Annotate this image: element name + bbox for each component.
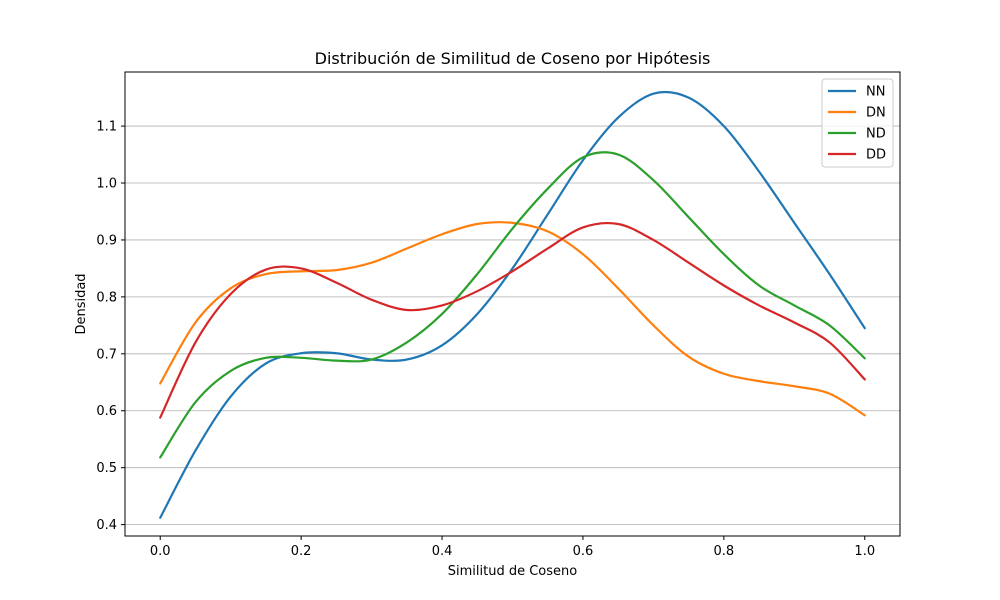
y-tick-label: 1.1: [96, 120, 117, 135]
y-tick-label: 0.4: [96, 518, 117, 533]
y-tick-label: 0.8: [96, 290, 117, 305]
legend-label-dn: DN: [866, 106, 886, 121]
series-line-nd: [159, 151, 866, 459]
y-axis-ticks: 0.4 0.5 0.6 0.7 0.8 0.9 1.0 1.1: [96, 120, 125, 533]
x-tick-label: 0.0: [150, 544, 171, 559]
y-axis-label: Densidad: [74, 273, 89, 334]
y-tick-label: 1.0: [96, 177, 117, 192]
y-tick-label: 0.9: [96, 233, 117, 248]
legend: NN DN ND DD: [821, 78, 894, 168]
y-tick-label: 0.7: [96, 347, 117, 362]
x-tick-label: 0.4: [432, 544, 453, 559]
x-tick-label: 0.6: [573, 544, 594, 559]
x-axis-ticks: 0.0 0.2 0.4 0.6 0.8 1.0: [150, 536, 875, 559]
x-tick-label: 0.8: [714, 544, 735, 559]
legend-label-nn: NN: [866, 85, 885, 100]
grid-lines: [125, 125, 900, 526]
plot-frame: [124, 71, 901, 537]
legend-box: [821, 78, 894, 168]
chart-title: Distribución de Similitud de Coseno por …: [315, 49, 711, 68]
x-axis-label: Similitud de Coseno: [448, 564, 578, 579]
legend-label-dd: DD: [866, 148, 886, 163]
series-lines: [159, 90, 866, 519]
y-tick-label: 0.6: [96, 404, 117, 419]
series-line-nn: [159, 90, 866, 519]
y-tick-label: 0.5: [96, 461, 117, 476]
series-line-dn: [159, 221, 866, 417]
x-tick-label: 0.2: [291, 544, 312, 559]
x-tick-label: 1.0: [854, 544, 875, 559]
series-line-dd: [159, 221, 866, 419]
legend-label-nd: ND: [866, 127, 886, 142]
